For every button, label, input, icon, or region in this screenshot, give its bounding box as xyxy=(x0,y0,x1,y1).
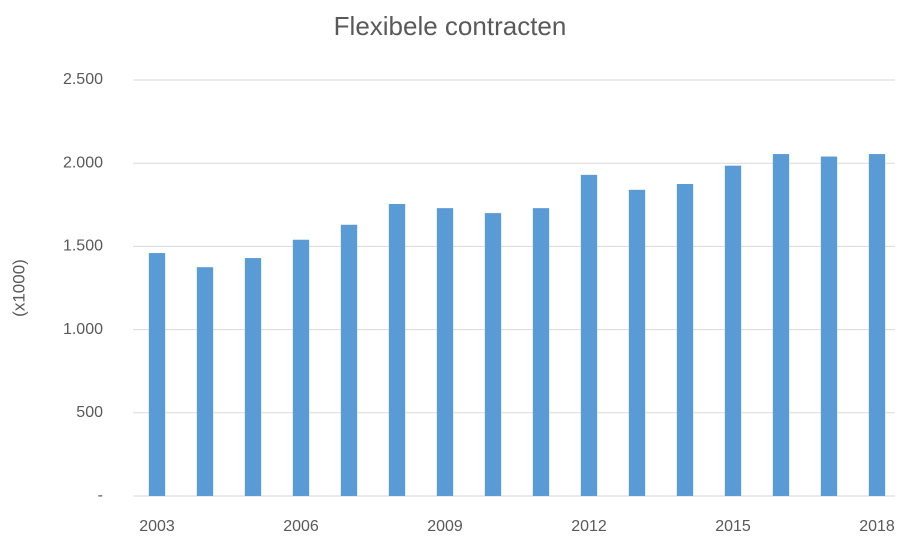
bar xyxy=(196,267,214,496)
bar xyxy=(868,154,886,496)
bar xyxy=(388,203,406,496)
chart-title: Flexibele contracten xyxy=(334,11,567,41)
bar xyxy=(436,208,454,497)
y-tick-label: 2.500 xyxy=(63,71,103,88)
y-tick-label: 1.000 xyxy=(63,321,103,338)
y-axis-label: (x1000) xyxy=(9,259,28,317)
bar xyxy=(340,224,358,496)
x-tick-label: 2006 xyxy=(283,518,319,535)
x-tick-label: 2015 xyxy=(715,518,751,535)
bar xyxy=(532,208,550,497)
bar xyxy=(484,213,502,496)
y-tick-label: - xyxy=(98,487,103,504)
bar xyxy=(148,253,166,496)
x-tick-label: 2003 xyxy=(139,518,175,535)
x-tick-label: 2012 xyxy=(571,518,607,535)
bar xyxy=(292,239,310,496)
y-tick-label: 500 xyxy=(76,404,103,421)
x-tick-label: 2018 xyxy=(859,518,895,535)
x-tick-label: 2009 xyxy=(427,518,463,535)
y-tick-label: 1.500 xyxy=(63,238,103,255)
bar xyxy=(676,184,694,496)
bar xyxy=(820,156,838,496)
bar xyxy=(580,174,598,496)
bar xyxy=(244,258,262,496)
y-tick-label: 2.000 xyxy=(63,154,103,171)
bar xyxy=(772,154,790,496)
bar xyxy=(628,189,646,496)
bar xyxy=(724,165,742,497)
